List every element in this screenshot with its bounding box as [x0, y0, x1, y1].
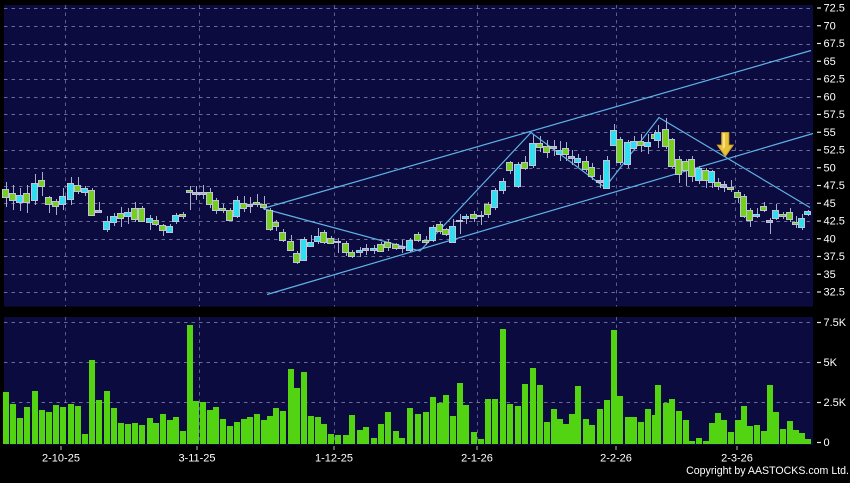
svg-text:5K: 5K	[824, 357, 838, 369]
svg-text:0: 0	[824, 437, 830, 449]
svg-text:2-10-25: 2-10-25	[42, 453, 80, 465]
svg-text:2-2-26: 2-2-26	[600, 453, 632, 465]
svg-text:42.5: 42.5	[824, 216, 845, 228]
svg-text:70: 70	[824, 20, 836, 32]
svg-text:2-1-26: 2-1-26	[461, 453, 493, 465]
svg-text:Copyright by AASTOCKS.com Ltd.: Copyright by AASTOCKS.com Ltd.	[686, 465, 849, 477]
svg-text:3-11-25: 3-11-25	[178, 453, 215, 465]
svg-text:2.5K: 2.5K	[824, 397, 847, 409]
svg-text:52.5: 52.5	[824, 145, 845, 157]
svg-text:40: 40	[824, 233, 836, 245]
svg-text:60: 60	[824, 91, 836, 103]
svg-text:32.5: 32.5	[824, 287, 845, 299]
svg-text:57.5: 57.5	[824, 109, 845, 121]
svg-text:1-12-25: 1-12-25	[315, 453, 353, 465]
svg-text:2-3-26: 2-3-26	[721, 453, 753, 465]
svg-text:35: 35	[824, 269, 836, 281]
svg-text:65: 65	[824, 56, 836, 68]
svg-text:55: 55	[824, 127, 836, 139]
svg-text:62.5: 62.5	[824, 74, 845, 86]
svg-text:67.5: 67.5	[824, 38, 845, 50]
svg-text:72.5: 72.5	[824, 3, 845, 15]
svg-text:37.5: 37.5	[824, 251, 845, 263]
svg-text:45: 45	[824, 198, 836, 210]
svg-text:7.5K: 7.5K	[824, 317, 847, 329]
svg-text:50: 50	[824, 162, 836, 174]
svg-text:47.5: 47.5	[824, 180, 845, 192]
